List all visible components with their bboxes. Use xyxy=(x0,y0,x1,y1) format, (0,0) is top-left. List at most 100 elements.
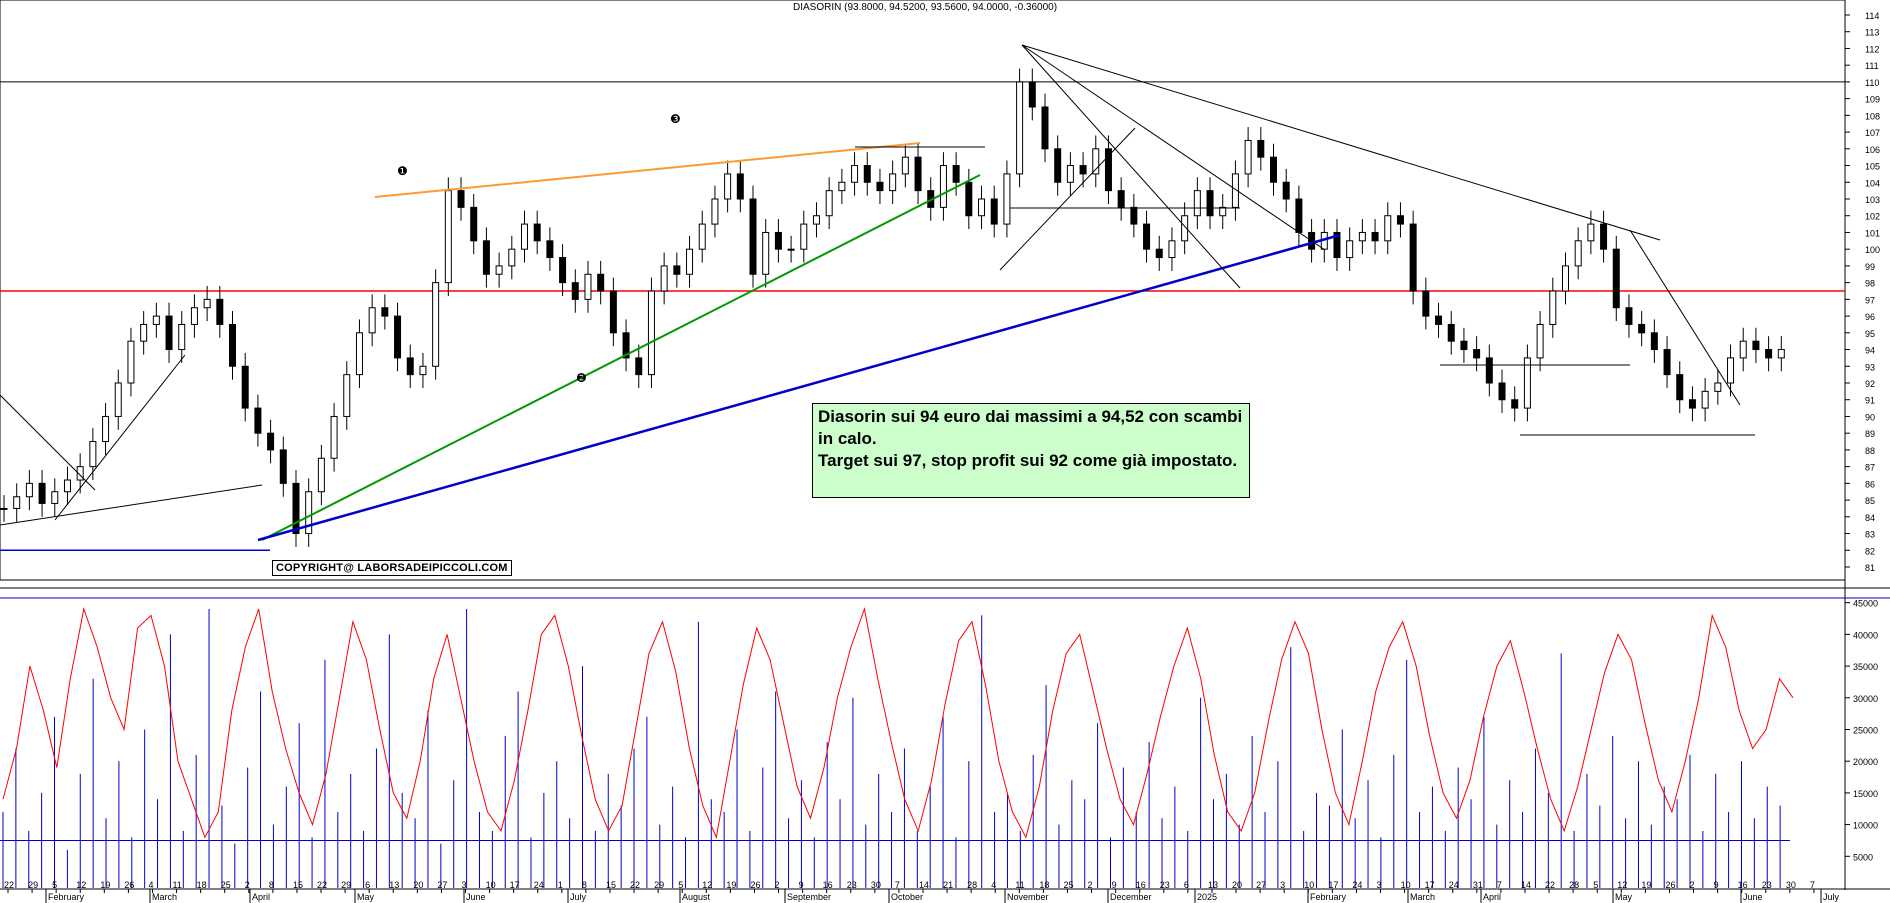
candle-body xyxy=(1638,323,1646,334)
trend-line xyxy=(999,127,1136,271)
x-month-label: May xyxy=(357,892,375,902)
candle-body xyxy=(495,265,503,275)
x-day-tick-label: 30 xyxy=(1786,880,1796,890)
candle-body xyxy=(114,382,122,417)
volume-y-tick-label: 25000 xyxy=(1853,725,1878,735)
candle-body xyxy=(1523,357,1531,409)
x-day-tick-label: 16 xyxy=(1136,880,1146,890)
price-y-tick-label: 87 xyxy=(1865,463,1875,473)
candle-body xyxy=(990,198,998,225)
wave-marker: ❶ xyxy=(397,164,408,178)
x-day-tick-label: 18 xyxy=(1039,880,1049,890)
candle-body xyxy=(254,407,262,434)
candle-body xyxy=(457,190,465,208)
volume-y-tick-label: 35000 xyxy=(1853,662,1878,672)
price-y-tick-label: 112 xyxy=(1865,44,1879,54)
candle-body xyxy=(1676,374,1684,401)
x-day-tick-label: 19 xyxy=(726,880,736,890)
candle-body xyxy=(178,323,186,351)
x-month-label: March xyxy=(1410,892,1435,902)
candle-body xyxy=(1765,349,1773,359)
x-day-tick-label: 15 xyxy=(293,880,303,890)
candle-body xyxy=(1358,231,1366,242)
volume-y-tick-label: 30000 xyxy=(1853,694,1878,704)
candle-body xyxy=(1066,165,1074,183)
candle-body xyxy=(1219,206,1227,217)
candle-body xyxy=(355,332,363,376)
price-y-tick-label: 90 xyxy=(1865,412,1875,422)
candle-body xyxy=(965,181,973,217)
x-day-tick-label: 1 xyxy=(558,880,563,890)
x-day-tick-label: 26 xyxy=(1665,880,1675,890)
candle-body xyxy=(1485,357,1493,384)
candle-body xyxy=(482,240,490,275)
candle-body xyxy=(1460,340,1468,351)
x-day-tick-label: 7 xyxy=(1497,880,1502,890)
x-day-tick-label: 24 xyxy=(1352,880,1362,890)
x-day-tick-label: 8 xyxy=(582,880,587,890)
trend-line xyxy=(1021,44,1326,251)
x-day-tick-label: 26 xyxy=(124,880,134,890)
x-day-tick-label: 16 xyxy=(823,880,833,890)
x-day-tick-label: 29 xyxy=(341,880,351,890)
x-month-label: April xyxy=(1483,892,1501,902)
candle-body xyxy=(1168,240,1176,259)
x-day-tick-label: 22 xyxy=(317,880,327,890)
x-day-tick-label: 17 xyxy=(1425,880,1435,890)
x-day-tick-label: 22 xyxy=(630,880,640,890)
x-day-tick-label: 17 xyxy=(510,880,520,890)
candle-body xyxy=(1688,399,1696,409)
candle-body xyxy=(1409,223,1417,292)
candle-body xyxy=(89,441,97,468)
candle-body xyxy=(1206,190,1214,217)
candle-body xyxy=(698,223,706,250)
x-day-tick-label: 2 xyxy=(1088,880,1093,890)
candle-body xyxy=(1181,215,1189,242)
candle-body xyxy=(1054,148,1062,183)
candle-body xyxy=(533,223,541,242)
x-month-label: July xyxy=(570,892,587,902)
candle-body xyxy=(1257,139,1265,158)
candle-body xyxy=(38,482,46,504)
x-day-tick-label: 19 xyxy=(1641,880,1651,890)
candle-body xyxy=(812,215,820,225)
candle-body xyxy=(317,457,325,493)
volume-oscillator-line xyxy=(2,607,1794,840)
price-y-tick-label: 108 xyxy=(1865,111,1880,121)
price-y-tick-label: 100 xyxy=(1865,245,1880,255)
candle-body xyxy=(1752,340,1760,351)
price-y-tick-label: 94 xyxy=(1865,346,1875,356)
candle-body xyxy=(1282,181,1290,200)
annotation-box: Diasorin sui 94 euro dai massimi a 94,52… xyxy=(812,403,1250,498)
candle-body xyxy=(63,479,71,493)
trend-line xyxy=(1021,44,1241,289)
trend-line xyxy=(257,233,1341,542)
candle-body xyxy=(279,449,287,484)
candle-body xyxy=(1777,349,1785,359)
candle-body xyxy=(952,165,960,183)
candle-body xyxy=(1549,290,1557,325)
candle-body xyxy=(520,223,528,250)
x-day-tick-label: 2 xyxy=(775,880,780,890)
x-day-tick-label: 29 xyxy=(654,880,664,890)
price-y-tick-label: 98 xyxy=(1865,279,1875,289)
x-month-label: March xyxy=(152,892,177,902)
candle-body xyxy=(736,173,744,200)
x-day-tick-label: 5 xyxy=(1593,880,1598,890)
x-day-tick-label: 27 xyxy=(437,880,447,890)
candle-body xyxy=(635,357,643,376)
x-month-label: 2025 xyxy=(1197,892,1217,902)
price-y-tick-label: 102 xyxy=(1865,212,1880,222)
candle-body xyxy=(1333,231,1341,259)
x-day-tick-label: 3 xyxy=(1280,880,1285,890)
candle-body xyxy=(838,181,846,192)
candle-body xyxy=(1574,240,1582,267)
price-y-tick-label: 103 xyxy=(1865,195,1880,205)
candle-body xyxy=(800,223,808,250)
candle-body xyxy=(1447,323,1455,342)
price-y-tick-label: 85 xyxy=(1865,496,1875,506)
candle-body xyxy=(305,491,313,535)
candle-body xyxy=(1371,231,1379,242)
x-day-tick-label: 22 xyxy=(4,880,14,890)
candle-body xyxy=(939,165,947,208)
